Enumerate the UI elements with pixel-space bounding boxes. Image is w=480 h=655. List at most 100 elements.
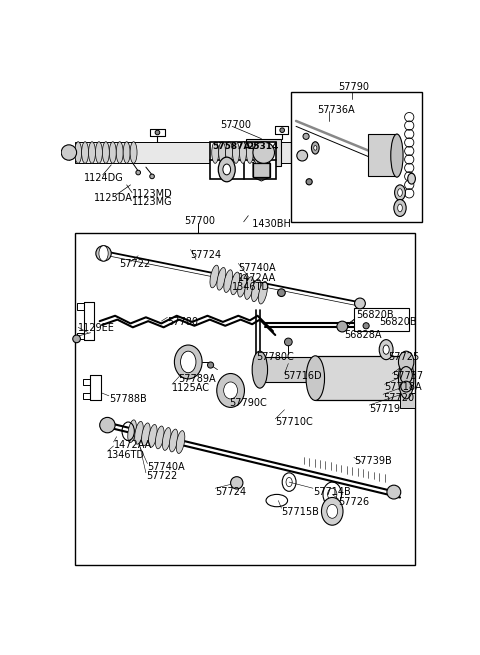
Text: 1129EE: 1129EE [78, 324, 115, 333]
Ellipse shape [226, 141, 232, 163]
Circle shape [285, 338, 292, 346]
Ellipse shape [162, 428, 171, 451]
Ellipse shape [176, 430, 185, 453]
Ellipse shape [109, 141, 116, 163]
Ellipse shape [217, 267, 226, 290]
Ellipse shape [395, 185, 406, 200]
Ellipse shape [156, 426, 164, 449]
Text: 57718A: 57718A [384, 382, 422, 392]
Ellipse shape [169, 429, 178, 452]
Ellipse shape [231, 272, 240, 295]
Ellipse shape [224, 270, 233, 292]
Ellipse shape [379, 340, 393, 360]
Text: 57789A: 57789A [178, 373, 216, 384]
Ellipse shape [391, 134, 403, 177]
Text: 1123MG: 1123MG [132, 197, 173, 207]
Circle shape [150, 174, 155, 179]
Text: 57724: 57724 [215, 487, 246, 496]
Ellipse shape [142, 423, 150, 446]
Text: 57714B: 57714B [313, 487, 351, 496]
Circle shape [100, 417, 115, 433]
Text: 57739B: 57739B [354, 456, 392, 466]
Ellipse shape [116, 141, 123, 163]
Text: 1123MD: 1123MD [132, 189, 173, 198]
Ellipse shape [148, 424, 157, 447]
Text: 57722: 57722 [146, 472, 177, 481]
Text: 1125AC: 1125AC [172, 383, 210, 393]
Ellipse shape [75, 141, 82, 163]
Text: 1124DG: 1124DG [84, 172, 124, 183]
Ellipse shape [246, 141, 253, 163]
Ellipse shape [224, 382, 238, 399]
Bar [400, 393, 415, 408]
Text: 57790C: 57790C [229, 398, 267, 408]
Ellipse shape [210, 265, 219, 288]
Text: 1346TD: 1346TD [232, 282, 270, 292]
Circle shape [277, 289, 285, 297]
Circle shape [363, 323, 369, 329]
Text: 57790: 57790 [338, 83, 370, 92]
Bar [75, 141, 302, 163]
Text: 57725: 57725 [388, 352, 420, 362]
Circle shape [337, 321, 348, 332]
Ellipse shape [174, 345, 202, 379]
Text: 57788B: 57788B [109, 394, 147, 404]
Circle shape [401, 381, 411, 392]
Text: 57740A: 57740A [238, 263, 276, 273]
Text: 57780C: 57780C [256, 352, 294, 362]
Ellipse shape [400, 367, 412, 384]
Ellipse shape [312, 141, 319, 154]
Ellipse shape [130, 141, 137, 163]
Ellipse shape [135, 421, 143, 444]
Text: 57715B: 57715B [281, 507, 319, 517]
Text: 57716D: 57716D [283, 371, 322, 381]
Text: 57740A: 57740A [147, 462, 185, 472]
Circle shape [355, 298, 365, 309]
Bar [75, 233, 415, 565]
Ellipse shape [398, 351, 414, 373]
Text: 57587A: 57587A [212, 141, 251, 151]
Circle shape [297, 150, 308, 161]
Text: 57724: 57724 [191, 250, 222, 259]
Circle shape [155, 130, 160, 135]
Text: 57719: 57719 [369, 403, 400, 413]
Bar [368, 134, 397, 176]
Text: 56820B: 56820B [379, 317, 417, 328]
Bar [253, 162, 270, 177]
Ellipse shape [219, 141, 226, 163]
Ellipse shape [180, 351, 196, 373]
Ellipse shape [212, 141, 219, 163]
Text: 57710C: 57710C [275, 417, 313, 428]
Ellipse shape [102, 141, 109, 163]
Ellipse shape [223, 164, 230, 175]
Ellipse shape [218, 157, 235, 182]
Text: 25314: 25314 [247, 141, 278, 151]
Ellipse shape [408, 174, 415, 184]
Ellipse shape [240, 141, 246, 163]
Ellipse shape [322, 498, 343, 525]
Bar [291, 92, 421, 222]
Bar [354, 308, 409, 331]
Ellipse shape [99, 246, 108, 261]
Circle shape [61, 145, 77, 160]
Bar [315, 356, 406, 400]
Ellipse shape [123, 141, 130, 163]
Bar [260, 358, 318, 382]
Circle shape [387, 485, 401, 499]
Text: 1346TD: 1346TD [108, 450, 145, 460]
Text: 1430BH: 1430BH [246, 219, 291, 229]
Circle shape [207, 362, 214, 368]
Text: 57720: 57720 [383, 393, 414, 403]
Ellipse shape [128, 420, 136, 443]
Ellipse shape [252, 351, 267, 388]
Circle shape [253, 141, 275, 163]
Ellipse shape [238, 274, 247, 297]
Circle shape [303, 133, 309, 140]
Text: 1472AA: 1472AA [238, 272, 276, 283]
Bar [210, 141, 276, 179]
Ellipse shape [232, 141, 240, 163]
Ellipse shape [245, 276, 253, 299]
Circle shape [306, 179, 312, 185]
Text: 57736A: 57736A [317, 105, 354, 115]
Ellipse shape [252, 279, 261, 302]
